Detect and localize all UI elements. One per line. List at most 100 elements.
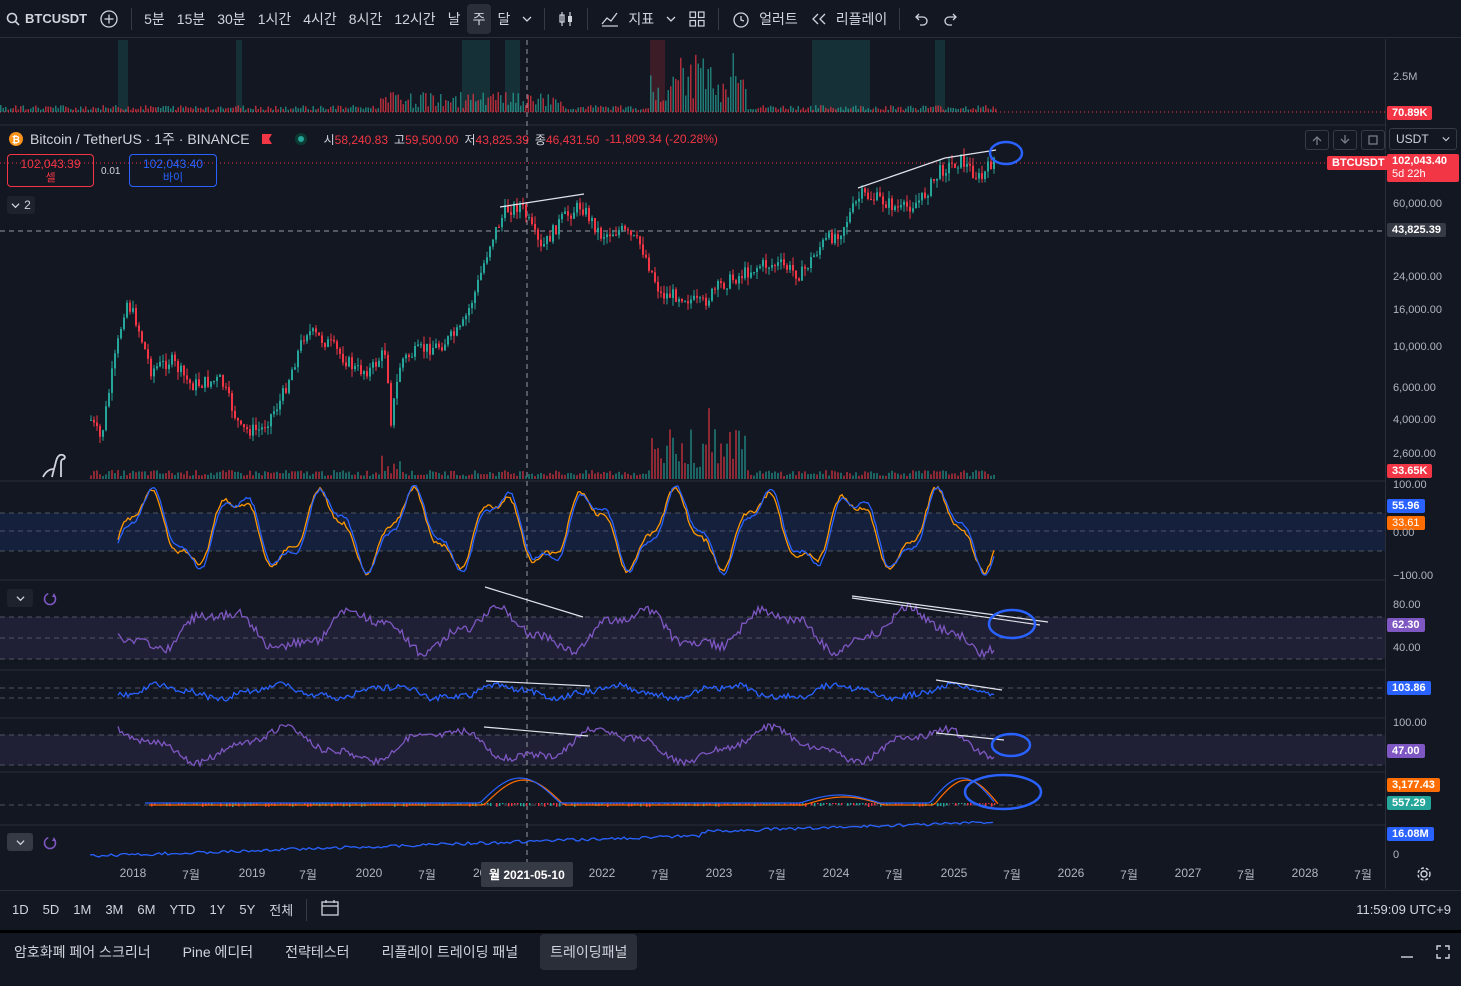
volume-bar — [982, 106, 984, 112]
range-1d[interactable]: 1D — [12, 902, 29, 917]
flag-icon[interactable] — [260, 132, 274, 146]
candle-body — [672, 289, 674, 298]
volume-bar — [288, 473, 290, 479]
candle-body — [612, 234, 614, 237]
interval-month[interactable]: 달 — [497, 10, 511, 27]
volume-bar — [480, 99, 482, 112]
pane-up-button[interactable] — [1305, 130, 1329, 150]
volume-bar — [540, 472, 542, 479]
volume-bar — [460, 92, 462, 112]
sync-icon[interactable] — [42, 835, 58, 851]
pane-maximize-button[interactable] — [1361, 130, 1385, 150]
volume-bar — [152, 107, 154, 112]
sell-button[interactable]: 102,043.39 셀 — [7, 154, 94, 187]
volume-bar — [489, 471, 491, 479]
volume-bar — [640, 109, 642, 112]
range-1y[interactable]: 1Y — [209, 902, 226, 917]
interval-8h[interactable]: 8시간 — [348, 10, 383, 27]
pane-collapse-button[interactable] — [7, 833, 33, 851]
volume-bar — [477, 473, 479, 479]
interval-12h[interactable]: 12시간 — [394, 10, 436, 27]
pane-down-button[interactable] — [1333, 130, 1357, 150]
candle-body — [546, 235, 548, 245]
interval-5m[interactable]: 5분 — [144, 10, 165, 27]
clock[interactable]: 11:59:09 UTC+9 — [1356, 902, 1451, 917]
macd-histogram-bar — [445, 803, 447, 806]
indicators-button[interactable]: 지표 — [594, 4, 660, 34]
candle-body — [609, 234, 611, 237]
ohlc-high: 고59,500.00 — [394, 132, 459, 147]
maximize-panel-icon[interactable] — [1435, 944, 1451, 960]
range-5y[interactable]: 5Y — [239, 902, 256, 917]
bottom-panel-tabs: 암호화폐 페어 스크리너 Pine 에디터 전략테스터 리플레이 트레이딩 패널… — [0, 930, 1461, 970]
volume-bar — [320, 105, 322, 112]
volume-bar — [960, 472, 962, 479]
interval-4h[interactable]: 4시간 — [303, 10, 337, 27]
candle-body — [465, 315, 467, 320]
interval-30m[interactable]: 30분 — [217, 10, 246, 27]
range-5d[interactable]: 5D — [42, 902, 60, 917]
symbol-search[interactable]: BTCUSDT — [0, 4, 93, 34]
volume-bar — [782, 105, 784, 112]
range-all[interactable]: 전체 — [269, 903, 294, 918]
range-3m[interactable]: 3M — [105, 902, 124, 917]
tab-replay-trading[interactable]: 리플레이 트레이딩 패널 — [381, 943, 519, 960]
volume-bar — [987, 473, 989, 479]
candle-body — [318, 332, 320, 336]
replay-button[interactable]: 리플레이 — [804, 4, 894, 34]
chart-type-button[interactable] — [551, 4, 581, 34]
volume-bar — [545, 106, 547, 112]
interval-15m[interactable]: 15분 — [176, 10, 206, 27]
chart-canvas[interactable] — [0, 39, 1461, 889]
macd-histogram-bar — [823, 803, 825, 805]
candle-body — [705, 297, 707, 306]
candle-body — [825, 237, 827, 240]
macd-histogram-bar — [901, 803, 903, 805]
volume-bar — [243, 475, 245, 479]
compare-button[interactable] — [93, 4, 125, 34]
indicators-dropdown[interactable] — [660, 4, 682, 34]
date-range-button[interactable] — [313, 899, 347, 920]
pane-collapse-button[interactable] — [7, 589, 33, 607]
volume-bar — [213, 474, 215, 479]
macd-histogram-bar — [313, 803, 315, 805]
candle-body — [201, 385, 203, 388]
price-scale[interactable] — [1385, 39, 1461, 889]
tab-crypto-screener[interactable]: 암호화폐 페어 스크리너 — [14, 943, 151, 960]
minimize-icon[interactable] — [1399, 944, 1415, 960]
interval-week[interactable]: 주 — [466, 3, 492, 34]
range-6m[interactable]: 6M — [137, 902, 156, 917]
settings-gear-icon[interactable] — [1416, 866, 1432, 882]
volume-bar — [797, 106, 799, 112]
volume-bar — [174, 474, 176, 479]
buy-button[interactable]: 102,043.40 바이 — [129, 154, 217, 187]
candle-body — [234, 410, 236, 419]
tab-strategy-tester[interactable]: 전략테스터 — [285, 943, 350, 960]
interval-1h[interactable]: 1시간 — [257, 10, 292, 27]
sync-icon[interactable] — [42, 591, 58, 607]
interval-day[interactable]: 날 — [447, 10, 461, 27]
layouts-button[interactable] — [682, 4, 712, 34]
candle-body — [528, 217, 530, 219]
alert-button[interactable]: 얼러트 — [725, 4, 804, 34]
indicators-collapse-button[interactable]: 2 — [7, 196, 35, 214]
undo-button[interactable] — [906, 4, 936, 34]
candle-body — [429, 343, 431, 355]
volume-bar — [468, 475, 470, 479]
candle-body — [327, 339, 329, 348]
tab-trading-panel[interactable]: 트레이딩패널 — [540, 933, 638, 970]
currency-select[interactable]: USDT — [1389, 128, 1457, 150]
redo-button[interactable] — [936, 4, 966, 34]
volume-bar — [437, 102, 439, 112]
macd-histogram-bar — [634, 803, 636, 806]
volume-bar — [677, 80, 679, 112]
volume-bar — [110, 108, 112, 112]
tab-pine-editor[interactable]: Pine 에디터 — [182, 943, 254, 960]
market-status-icon[interactable] — [294, 132, 308, 146]
volume-bar — [432, 471, 434, 479]
volume-bar — [817, 108, 819, 112]
range-ytd[interactable]: YTD — [169, 902, 196, 917]
interval-dropdown[interactable] — [516, 4, 538, 34]
range-1m[interactable]: 1M — [73, 902, 92, 917]
candle-body — [462, 319, 464, 326]
